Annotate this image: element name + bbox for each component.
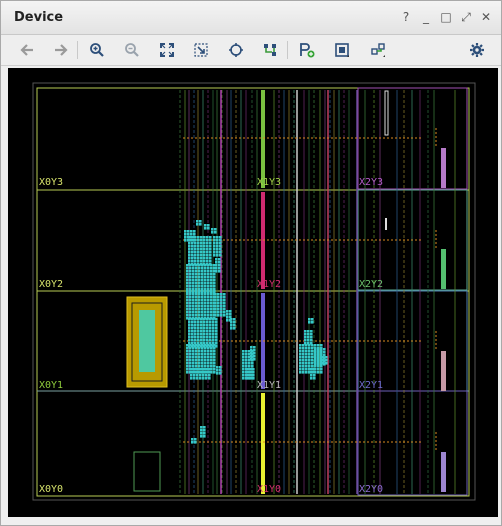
crosshair-icon	[229, 43, 243, 57]
cell-cluster[interactable]	[191, 438, 197, 444]
device-view[interactable]: X0Y3 X1Y3 X2Y3 X0Y2 X1Y2 X2Y2 X0Y1 X1Y1 …	[8, 68, 498, 517]
region-label-x0y0: X0Y0	[39, 484, 63, 495]
cell-cluster[interactable]	[214, 293, 226, 317]
cell-cluster[interactable]	[310, 368, 316, 380]
window-controls: ? _ □ ⤢ ✕	[399, 9, 493, 25]
forward-icon	[55, 44, 68, 56]
add-pblock-icon	[300, 43, 315, 58]
column-stripes	[179, 90, 456, 494]
region-label-x1y1: X1Y1	[257, 380, 281, 391]
zoom-selection-button[interactable]	[190, 39, 212, 61]
region-label-x2y2: X2Y2	[359, 279, 383, 290]
cell-cluster[interactable]	[215, 258, 221, 273]
cell-cluster[interactable]	[196, 220, 202, 226]
add-pblock-button[interactable]	[296, 39, 318, 61]
device-canvas[interactable]: X0Y3 X1Y3 X2Y3 X0Y2 X1Y2 X2Y2 X0Y1 X1Y1 …	[8, 68, 498, 517]
zoom-fit-button[interactable]	[156, 39, 178, 61]
region-label-x1y2: X1Y2	[257, 279, 281, 290]
route-button[interactable]	[259, 39, 281, 61]
gear-icon	[470, 43, 484, 57]
settings-button[interactable]	[466, 39, 488, 61]
title-bar: Device ? _ □ ⤢ ✕	[1, 1, 501, 35]
cell-cluster[interactable]	[200, 426, 206, 438]
close-icon[interactable]: ✕	[480, 10, 492, 24]
pblock-outline[interactable]	[133, 451, 161, 492]
forward-button[interactable]	[50, 39, 72, 61]
toolbar	[1, 35, 501, 66]
cell-cluster[interactable]	[308, 318, 314, 324]
cell-cluster[interactable]	[188, 236, 212, 266]
cell-cluster[interactable]	[188, 318, 218, 348]
region-label-x2y0: X2Y0	[359, 484, 383, 495]
cell-cluster[interactable]	[190, 368, 211, 380]
cell-cluster[interactable]	[230, 318, 236, 330]
connectivity-button[interactable]	[367, 39, 389, 61]
placed-cells[interactable]	[184, 220, 328, 444]
back-button[interactable]	[16, 39, 38, 61]
cell-cluster[interactable]	[211, 228, 217, 234]
region-label-x2y3: X2Y3	[359, 177, 383, 188]
cell-cluster[interactable]	[186, 290, 216, 320]
region-label-x1y0: X1Y0	[257, 484, 281, 495]
connectivity-icon	[371, 43, 385, 57]
cell-cluster[interactable]	[304, 330, 313, 345]
cell-cluster[interactable]	[216, 366, 222, 375]
select-center-button[interactable]	[225, 39, 247, 61]
back-icon	[20, 44, 33, 56]
zoom-out-button[interactable]	[121, 39, 143, 61]
region-label-x0y2: X0Y2	[39, 279, 63, 290]
zoom-selection-icon	[194, 43, 208, 57]
cell-cluster[interactable]	[213, 236, 222, 257]
zoom-in-button[interactable]	[86, 39, 108, 61]
zoom-out-icon	[125, 43, 139, 57]
zoom-fit-icon	[160, 43, 174, 57]
clock-region-labels: X0Y3 X1Y3 X2Y3 X0Y2 X1Y2 X2Y2 X0Y1 X1Y1 …	[39, 177, 383, 495]
cell-cluster[interactable]	[246, 368, 255, 380]
minimize-icon[interactable]: _	[423, 10, 429, 24]
cell-cluster[interactable]	[314, 348, 326, 366]
region-label-x1y3: X1Y3	[257, 177, 281, 188]
cell-cluster[interactable]	[250, 346, 256, 361]
cell-cluster[interactable]	[322, 356, 328, 365]
region-label-x0y1: X0Y1	[39, 380, 63, 391]
restore-icon[interactable]: □	[440, 10, 452, 24]
help-icon[interactable]: ?	[402, 10, 410, 24]
toolbar-separator	[287, 41, 288, 59]
x2-markers	[384, 90, 446, 492]
zoom-in-icon	[90, 43, 104, 57]
die-outline	[32, 82, 476, 501]
region-label-x0y3: X0Y3	[39, 177, 63, 188]
region-label-x2y1: X2Y1	[359, 380, 383, 391]
route-icon	[264, 44, 276, 56]
cells-icon	[335, 43, 349, 57]
window-title: Device	[14, 10, 64, 25]
float-icon[interactable]: ⤢	[461, 10, 471, 24]
pblock[interactable]	[126, 296, 168, 388]
horizontal-dashes	[183, 128, 437, 452]
toolbar-separator	[77, 41, 78, 59]
cell-cluster[interactable]	[186, 264, 216, 294]
cell-cluster[interactable]	[204, 224, 210, 230]
show-cells-button[interactable]	[331, 39, 353, 61]
